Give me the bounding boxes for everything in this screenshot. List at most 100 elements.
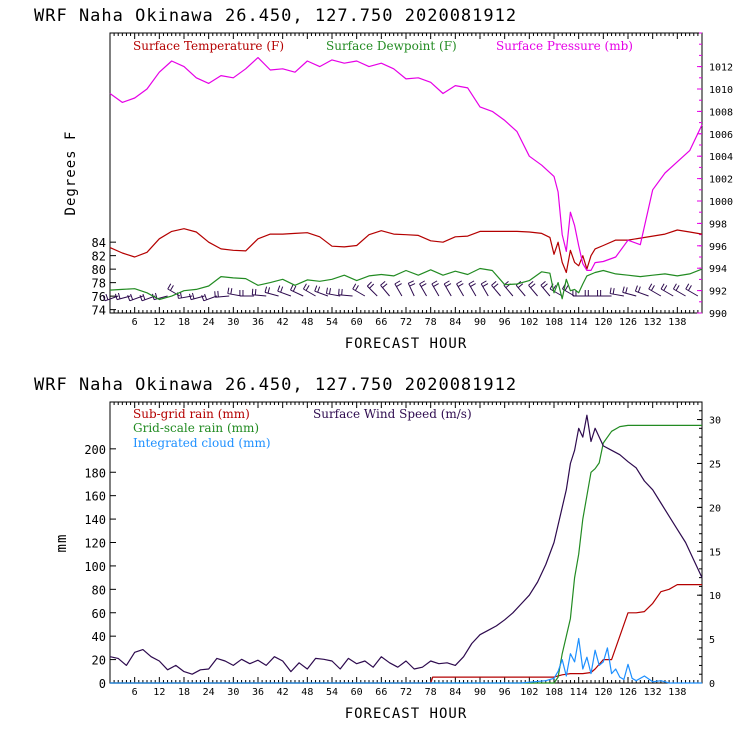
- bottom-axes: 6 12 18 24 30 36 42 48 54 60 66 72 78 84 90 96 102 108 114…: [84, 401, 721, 698]
- wind-barb: [325, 287, 341, 297]
- wind-barb: [302, 283, 316, 297]
- x-tick-label: 30: [227, 317, 239, 328]
- y2-tick-label: 990: [709, 309, 727, 320]
- y2-tick-label: 994: [709, 264, 727, 275]
- wind-barbs: [102, 280, 699, 302]
- y-tick-label: 82: [92, 250, 106, 264]
- y2-tick-label: 1012: [709, 63, 733, 74]
- wind-barb: [491, 281, 501, 297]
- x-tick-label: 138: [668, 687, 686, 698]
- y-tick-label: 84: [92, 236, 106, 250]
- wind-barb: [352, 283, 366, 297]
- x-tick-label: 54: [326, 687, 338, 698]
- x-tick-label: 96: [499, 687, 511, 698]
- x-tick-label: 90: [474, 687, 486, 698]
- x-tick-label: 132: [644, 687, 662, 698]
- wind-barb: [528, 281, 538, 297]
- wind-barb: [227, 287, 242, 297]
- wind-barb: [314, 285, 329, 297]
- wind-barb: [251, 288, 267, 297]
- wind-barb: [201, 293, 218, 302]
- y2-tick-label: 5: [709, 635, 715, 646]
- series-line-surface-temperature-f: [109, 228, 703, 274]
- y-tick-label: 80: [92, 263, 106, 277]
- series-line-surface-wind-speed-m-s: [109, 414, 703, 675]
- wind-barb: [648, 283, 662, 297]
- legend-cloud: Integrated cloud (mm): [133, 436, 271, 450]
- x-tick-label: 114: [570, 317, 588, 328]
- x-tick-label: 78: [425, 317, 437, 328]
- legend-subgrid: Sub-grid rain (mm): [133, 407, 250, 421]
- y2-tick-label: 1004: [709, 152, 733, 163]
- wind-barb: [419, 280, 427, 297]
- x-tick-label: 36: [252, 317, 264, 328]
- top-x-axis-label: FORECAST HOUR: [345, 336, 468, 352]
- x-tick-label: 60: [351, 317, 363, 328]
- x-tick-label: 6: [132, 317, 138, 328]
- y-tick-label: 76: [92, 290, 106, 304]
- x-tick-label: 66: [375, 317, 387, 328]
- series-line-sub-grid-rain-mm: [110, 583, 702, 684]
- x-tick-label: 78: [425, 687, 437, 698]
- bottom-legend: Sub-grid rain (mm) Grid-scale rain (mm) …: [133, 407, 472, 450]
- y2-tick-label: 998: [709, 219, 727, 230]
- y-tick-label: 160: [84, 490, 106, 504]
- x-tick-label: 72: [400, 317, 412, 328]
- y-tick-label: 0: [99, 677, 106, 691]
- x-tick-label: 18: [178, 317, 190, 328]
- y-tick-label: 20: [92, 654, 106, 668]
- wind-barb: [380, 281, 390, 297]
- wind-barb: [503, 281, 514, 297]
- bottom-x-axis-label: FORECAST HOUR: [345, 706, 468, 722]
- x-tick-label: 138: [668, 317, 686, 328]
- x-tick-label: 48: [301, 687, 313, 698]
- y-tick-label: 120: [84, 537, 106, 551]
- wind-barb: [634, 285, 649, 297]
- x-tick-label: 84: [449, 687, 461, 698]
- legend-gridscale: Grid-scale rain (mm): [133, 421, 259, 435]
- y2-tick-label: 1010: [709, 85, 733, 96]
- wind-barb: [338, 288, 353, 297]
- x-tick-label: 54: [326, 317, 338, 328]
- x-tick-label: 30: [227, 687, 239, 698]
- top-legend: Surface Temperature (F) Surface Dewpoint…: [133, 39, 633, 53]
- x-tick-label: 102: [520, 317, 538, 328]
- y2-tick-label: 10: [709, 591, 721, 602]
- wind-barb: [431, 280, 440, 297]
- y-tick-label: 78: [92, 277, 106, 291]
- wind-barb: [214, 290, 230, 298]
- bottom-series: [109, 414, 703, 684]
- y2-tick-label: 30: [709, 416, 721, 427]
- x-tick-label: 48: [301, 317, 313, 328]
- series-line-surface-pressure-mb: [109, 56, 703, 271]
- y-tick-label: 40: [92, 630, 106, 644]
- x-tick-label: 108: [545, 317, 563, 328]
- series-line-surface-dewpoint-f: [109, 267, 703, 301]
- top-panel: WRF Naha Okinawa 26.450, 127.750 2020081…: [34, 6, 733, 352]
- x-tick-label: 114: [570, 687, 588, 698]
- wind-barb: [584, 290, 600, 297]
- legend-temperature: Surface Temperature (F): [133, 39, 284, 53]
- top-y-axis-label: Degrees F: [63, 131, 79, 216]
- wind-barb: [609, 287, 624, 297]
- wind-barb: [264, 286, 279, 297]
- x-tick-label: 120: [594, 317, 612, 328]
- wind-barb: [468, 280, 477, 297]
- wind-barb: [443, 280, 452, 297]
- y-tick-label: 60: [92, 607, 106, 621]
- wind-barb: [394, 280, 403, 297]
- x-tick-label: 12: [153, 317, 165, 328]
- x-tick-label: 12: [153, 687, 165, 698]
- x-tick-label: 66: [375, 687, 387, 698]
- wind-barb: [239, 290, 254, 297]
- x-tick-label: 6: [132, 687, 138, 698]
- y-tick-label: 80: [92, 583, 106, 597]
- wind-barb: [407, 280, 416, 297]
- wind-barb: [622, 286, 637, 297]
- top-axes: 6 12 18 24 30 36 42 48 54 60 66 72 78 84 90 96 102 108 114…: [92, 32, 733, 328]
- y2-tick-label: 1000: [709, 197, 733, 208]
- y-tick-label: 200: [84, 443, 106, 457]
- x-tick-label: 126: [619, 317, 637, 328]
- y2-tick-label: 996: [709, 242, 727, 253]
